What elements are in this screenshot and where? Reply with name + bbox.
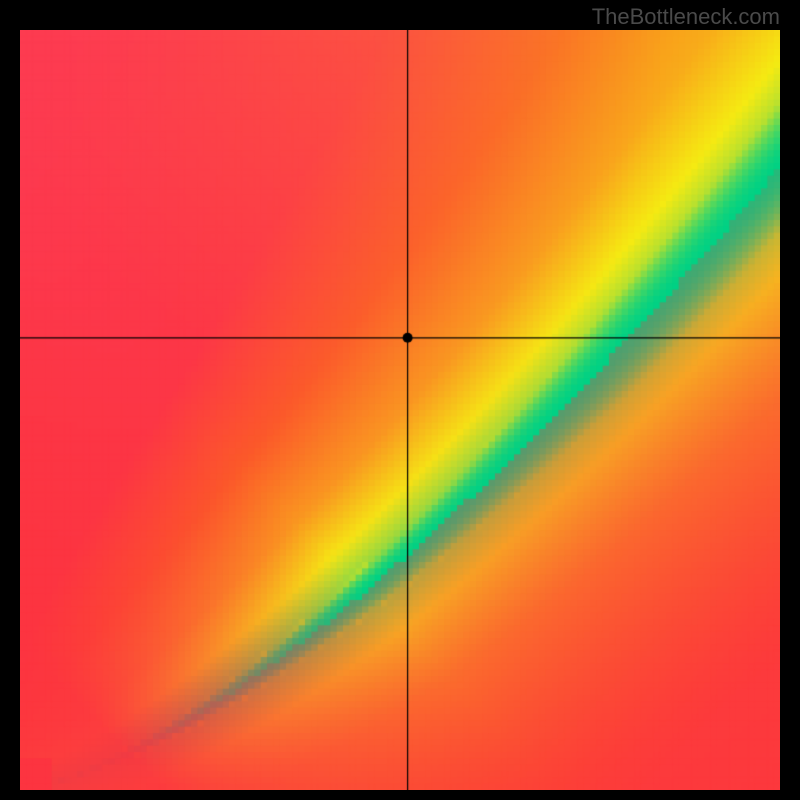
watermark-text: TheBottleneck.com — [592, 4, 780, 30]
bottleneck-heatmap — [20, 30, 780, 790]
chart-container: TheBottleneck.com — [0, 0, 800, 800]
